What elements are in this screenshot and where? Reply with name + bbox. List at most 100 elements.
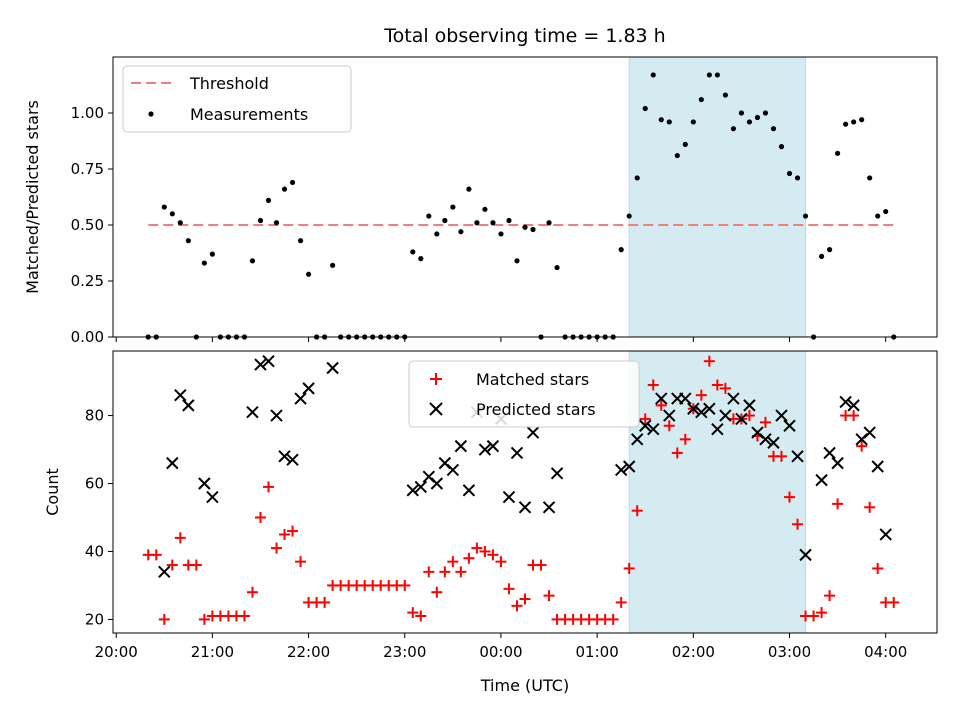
matched-star-marker [888, 596, 900, 608]
matched-star-marker [495, 556, 507, 568]
predicted-star-marker [286, 453, 299, 466]
matched-star-marker [198, 613, 210, 625]
predicted-star-marker [262, 354, 275, 368]
y-tick-label: 1.00 [71, 104, 104, 122]
predicted-star-marker [454, 439, 468, 453]
measurement-point [762, 110, 769, 116]
measurement-point [265, 197, 272, 203]
matched-star-marker [271, 542, 283, 554]
predicted-marker-stroke [751, 426, 764, 439]
matched-star-marker [407, 607, 419, 619]
predicted-marker-stroke [478, 443, 492, 456]
predicted-marker-stroke [542, 501, 556, 514]
predicted-star-marker [767, 436, 780, 449]
matched-star-marker [174, 532, 186, 544]
bottom-axes-frame [112, 350, 938, 634]
measurement-point [634, 175, 640, 181]
matched-star-marker [279, 528, 291, 540]
bottom-y-ticks: 20 40 60 80 [85, 407, 113, 628]
measurement-point [851, 119, 857, 125]
predicted-marker-stroke [294, 392, 307, 405]
predicted-star-marker [182, 399, 195, 412]
top-y-axis-label: Matched/Predicted stars [23, 100, 42, 294]
legend-measurements-label: Measurements [190, 105, 308, 124]
predicted-star-marker [847, 399, 860, 412]
measurement-point [185, 238, 191, 244]
predicted-marker-stroke [727, 392, 740, 405]
predicted-marker-stroke [719, 409, 732, 422]
predicted-marker-stroke [687, 402, 700, 415]
top-legend-box [122, 65, 352, 133]
measurement-point [786, 170, 793, 177]
matched-star-marker [623, 562, 635, 574]
legend-threshold-label: Threshold [189, 74, 269, 93]
predicted-star-marker [655, 392, 668, 405]
measurement-point [289, 179, 296, 186]
predicted-marker-stroke [847, 399, 860, 412]
matched-star-marker [287, 525, 299, 537]
matched-star-marker [824, 590, 836, 602]
x-tick-label: 01:00 [576, 643, 619, 661]
predicted-marker-stroke [647, 422, 660, 436]
measurement-point [835, 150, 841, 156]
measurement-point [201, 260, 207, 266]
measurement-point [530, 226, 536, 233]
predicted-marker-stroke [182, 399, 195, 412]
matched-star-marker [471, 542, 483, 554]
y-tick-label: 40 [85, 542, 104, 560]
measurement-point [482, 206, 488, 212]
measurement-point [706, 72, 712, 78]
measurement-point [722, 92, 728, 98]
measurement-point [674, 152, 680, 159]
predicted-star-marker [526, 426, 540, 439]
predicted-star-marker [278, 450, 291, 463]
predicted-star-marker [206, 490, 219, 504]
predicted-marker-stroke [703, 402, 716, 415]
y-tick-label: 20 [85, 610, 104, 628]
matched-star-marker [487, 549, 499, 561]
measurement-point [209, 251, 215, 257]
measurement-point [826, 247, 833, 253]
predicted-marker-stroke [679, 392, 692, 405]
predicted-marker-stroke [430, 477, 444, 490]
predicted-marker-stroke [871, 460, 884, 473]
predicted-marker-stroke [767, 436, 780, 449]
matched-star-marker [543, 590, 555, 602]
predicted-marker-stroke [743, 399, 756, 412]
predicted-star-marker [246, 405, 259, 419]
matched-star-marker [775, 450, 787, 462]
predicted-star-marker [695, 405, 708, 419]
predicted-star-marker [550, 467, 564, 480]
matched-star-marker [150, 549, 162, 561]
x-tick-label: 22:00 [287, 643, 330, 661]
bottom-y-axis-label: Count [43, 468, 62, 516]
measurement-point [626, 213, 632, 219]
x-tick-label: 02:00 [672, 643, 715, 661]
measurement-point [859, 117, 865, 123]
predicted-marker-stroke [174, 388, 187, 402]
measurement-point [546, 220, 552, 226]
x-tick-label: 00:00 [479, 643, 522, 661]
measurement-point [554, 264, 560, 271]
measurement-point [794, 175, 801, 181]
predicted-star-marker [158, 565, 171, 579]
predicted-marker-stroke [791, 450, 804, 463]
measurement-point [169, 211, 175, 217]
measurement-point [666, 119, 672, 125]
measurement-point [305, 271, 312, 277]
predicted-star-marker [815, 473, 828, 487]
top-y-ticks: 0.00 0.25 0.50 0.75 1.00 [71, 104, 113, 346]
predicted-star-marker [863, 426, 876, 439]
x-tick-label: 21:00 [191, 643, 234, 661]
y-tick-label: 0.50 [71, 216, 104, 234]
y-tick-label: 0.00 [71, 328, 104, 346]
bottom-x-ticks: 20:00 21:00 22:00 23:00 00:00 01:00 02:00 03:00… [95, 633, 907, 661]
predicted-star-marker [799, 548, 812, 562]
predicted-marker-stroke [775, 409, 788, 422]
measurement-point [875, 213, 881, 219]
matched-star-marker [639, 413, 651, 425]
matched-star-marker [254, 511, 266, 523]
matched-star-marker [439, 566, 451, 578]
predicted-star-marker [518, 501, 532, 514]
matched-star-marker [519, 593, 531, 605]
